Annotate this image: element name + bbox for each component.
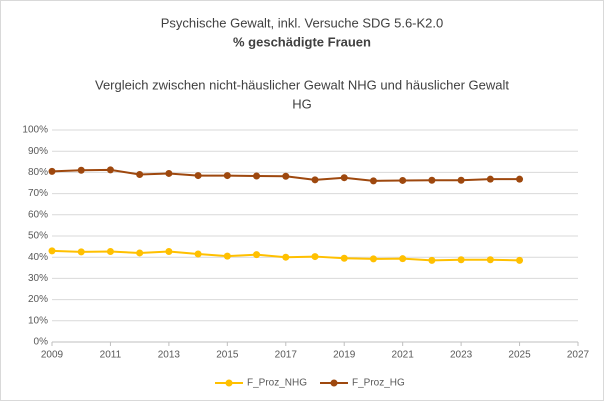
data-point xyxy=(340,254,348,262)
data-point xyxy=(486,256,494,264)
data-point xyxy=(136,171,144,179)
data-point xyxy=(311,253,319,261)
y-tick-label: 20% xyxy=(28,294,48,305)
data-point xyxy=(516,175,524,183)
x-tick-label: 2017 xyxy=(275,350,298,361)
x-tick-label: 2015 xyxy=(216,350,239,361)
data-point xyxy=(457,176,465,184)
chart-subtitle: HG xyxy=(292,96,312,111)
chart-subtitle: Vergleich zwischen nicht-häuslicher Gewa… xyxy=(95,77,509,92)
x-tick-label: 2025 xyxy=(508,350,531,361)
data-point xyxy=(223,172,231,180)
data-point xyxy=(253,172,261,180)
x-tick-label: 2019 xyxy=(333,350,356,361)
data-point xyxy=(516,256,524,264)
y-tick-label: 30% xyxy=(28,273,48,284)
data-point xyxy=(165,169,173,177)
data-point xyxy=(77,166,85,174)
y-tick-label: 40% xyxy=(28,252,48,263)
chart-title: % geschädigte Frauen xyxy=(233,34,371,49)
data-point xyxy=(282,172,290,180)
x-tick-label: 2021 xyxy=(392,350,415,361)
data-point xyxy=(253,251,261,259)
data-point xyxy=(223,252,231,260)
data-point xyxy=(136,249,144,257)
x-tick-label: 2011 xyxy=(100,350,122,361)
data-point xyxy=(369,177,377,185)
data-point xyxy=(369,255,377,263)
y-tick-label: 80% xyxy=(28,167,48,178)
data-point xyxy=(48,167,56,175)
y-tick-label: 70% xyxy=(28,188,48,199)
data-point xyxy=(194,172,202,180)
data-point xyxy=(428,256,436,264)
legend-marker xyxy=(225,379,233,387)
y-tick-label: 90% xyxy=(28,146,48,157)
data-point xyxy=(194,250,202,258)
x-tick-label: 2009 xyxy=(41,350,64,361)
data-point xyxy=(486,175,494,183)
y-tick-label: 0% xyxy=(34,337,49,348)
data-point xyxy=(165,247,173,255)
data-point xyxy=(106,247,114,255)
chart-title: Psychische Gewalt, inkl. Versuche SDG 5.… xyxy=(161,15,444,30)
legend-label: F_Proz_NHG xyxy=(247,378,307,389)
y-tick-label: 100% xyxy=(22,125,48,136)
y-tick-label: 10% xyxy=(28,315,48,326)
data-point xyxy=(457,256,465,264)
x-tick-label: 2023 xyxy=(450,350,473,361)
legend-marker xyxy=(330,379,338,387)
data-point xyxy=(311,176,319,184)
data-point xyxy=(282,253,290,261)
legend-label: F_Proz_HG xyxy=(352,378,405,389)
data-point xyxy=(106,166,114,174)
y-tick-label: 60% xyxy=(28,209,48,220)
x-tick-label: 2013 xyxy=(158,350,181,361)
data-point xyxy=(399,176,407,184)
data-point xyxy=(428,176,436,184)
y-tick-label: 50% xyxy=(28,231,48,242)
data-point xyxy=(48,247,56,255)
x-tick-label: 2027 xyxy=(567,350,590,361)
data-point xyxy=(399,255,407,263)
data-point xyxy=(77,248,85,256)
data-point xyxy=(340,174,348,182)
